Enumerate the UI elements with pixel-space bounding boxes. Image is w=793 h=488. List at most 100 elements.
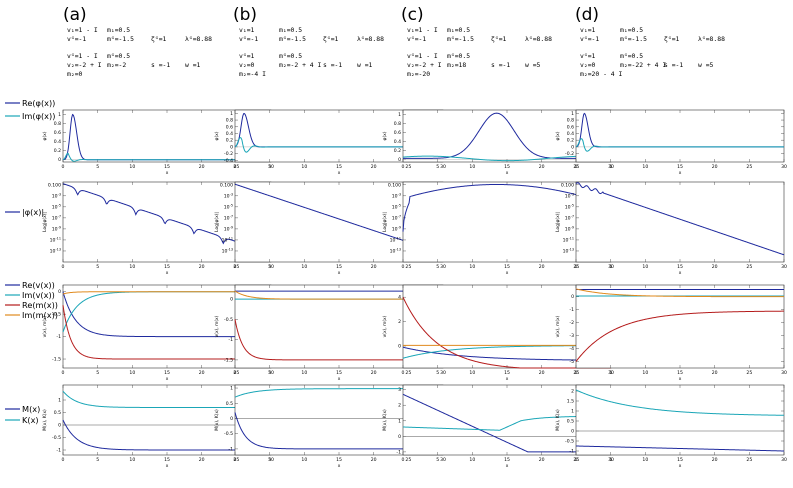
x-tick-label: 10 xyxy=(129,164,135,170)
x-tick-label: 5 xyxy=(268,264,271,270)
y-tick-label: -1 xyxy=(569,449,574,455)
x-tick-label: 0 xyxy=(402,164,405,170)
x-tick-label: 0 xyxy=(62,264,65,270)
parameter-label: v₂=0 xyxy=(580,61,596,69)
x-tick-label: 20 xyxy=(199,457,205,463)
y-tick-label: 10-9 xyxy=(565,225,574,232)
x-tick-label: 5 xyxy=(268,457,271,463)
legend-entry: Im(m(x)) xyxy=(22,310,58,320)
x-tick-label: 10 xyxy=(642,264,648,270)
parameter-label: ζᴳ=1 xyxy=(491,35,507,43)
y-tick-label: -1 xyxy=(228,337,233,343)
x-tick-label: 30 xyxy=(440,164,446,170)
x-tick-label: 25 xyxy=(573,370,579,376)
y-tick-label: -1 xyxy=(569,307,574,313)
y-tick-label: 0 xyxy=(571,294,574,300)
series-line xyxy=(575,389,785,416)
y-tick-label: 0.4 xyxy=(567,131,574,137)
x-tick-label: 0 xyxy=(234,370,237,376)
y-tick-label: 0.8 xyxy=(54,121,61,127)
series-line xyxy=(575,288,784,298)
x-tick-label: 25 xyxy=(746,164,752,170)
plot-frame xyxy=(575,109,785,163)
x-tick-label: 30 xyxy=(608,457,614,463)
x-tick-label: 25 xyxy=(233,264,239,270)
y-tick-label: 0 xyxy=(398,344,401,350)
y-tick-label: 2 xyxy=(398,403,401,409)
y-tick-label: 0.6 xyxy=(54,130,61,136)
x-tick-label: 20 xyxy=(371,164,377,170)
parameter-label: ζᴳ=1 xyxy=(151,35,167,43)
legend-entry: Im(φ(x)) xyxy=(22,111,55,121)
y-tick-label: 0 xyxy=(398,434,401,440)
x-tick-label: 10 xyxy=(129,264,135,270)
y-tick-label: 1 xyxy=(571,409,574,415)
parameter-label: v₁=1 - I xyxy=(407,26,438,34)
parameter-label: m₂=-2 xyxy=(107,61,126,69)
x-tick-label: 15 xyxy=(677,164,683,170)
x-tick-label: 20 xyxy=(539,457,545,463)
parameter-label: m₁=0.5 xyxy=(447,26,470,34)
x-tick-label: 20 xyxy=(712,264,718,270)
x-tick-label: 15 xyxy=(164,164,170,170)
series-line xyxy=(575,445,785,452)
y-axis-label: φ(x) xyxy=(214,131,220,140)
x-tick-label: 15 xyxy=(504,370,510,376)
y-tick-label: 10-5 xyxy=(392,203,401,210)
x-tick-label: 25 xyxy=(233,457,239,463)
x-tick-label: 0 xyxy=(402,264,405,270)
parameter-label: λᴳ=8.88 xyxy=(357,35,384,43)
x-tick-label: 5 xyxy=(609,164,612,170)
legend-entry: Re(m(x)) xyxy=(22,300,58,310)
y-axis-label: Log|φ(x)| xyxy=(42,212,48,232)
x-tick-label: 5 xyxy=(436,264,439,270)
y-tick-label: 0 xyxy=(58,289,61,295)
y-tick-label: 10-11 xyxy=(390,236,401,243)
x-tick-label: 20 xyxy=(371,457,377,463)
y-tick-label: -1 xyxy=(56,448,61,454)
parameter-label: vᴳ=-1 xyxy=(239,35,258,43)
parameter-label: m₂=-20 xyxy=(407,70,430,78)
x-tick-label: 10 xyxy=(301,457,307,463)
y-tick-label: 0.8 xyxy=(226,118,233,124)
x-axis-label: x xyxy=(506,377,509,382)
x-tick-label: 30 xyxy=(440,264,446,270)
y-tick-label: 0 xyxy=(58,423,61,429)
x-axis-label: x xyxy=(338,377,341,382)
x-tick-label: 20 xyxy=(199,370,205,376)
parameter-label: s =-1 xyxy=(323,61,342,69)
y-tick-label: 0.100 xyxy=(561,182,574,188)
y-tick-label: 10-5 xyxy=(224,203,233,210)
x-axis-label: x xyxy=(679,171,682,176)
x-tick-label: 30 xyxy=(608,370,614,376)
y-tick-label: 0.6 xyxy=(394,130,401,136)
y-tick-label: 1 xyxy=(571,111,574,117)
parameter-label: v₁=1 xyxy=(580,26,596,34)
x-tick-label: 20 xyxy=(539,164,545,170)
y-tick-label: 0.100 xyxy=(388,182,401,188)
x-tick-label: 0 xyxy=(575,164,578,170)
parameter-label: m₂=-22 + 4 I xyxy=(620,61,666,69)
y-tick-label: 10-3 xyxy=(392,192,401,199)
y-tick-label: 2 xyxy=(398,319,401,325)
y-tick-label: 10-3 xyxy=(565,192,574,199)
panel-label: (b) xyxy=(233,5,257,25)
parameter-label: λᴳ=8.88 xyxy=(525,35,552,43)
x-tick-label: 10 xyxy=(129,370,135,376)
y-tick-label: 0.100 xyxy=(48,182,61,188)
y-tick-label: 10-7 xyxy=(52,214,61,221)
y-tick-label: 0.100 xyxy=(220,182,233,188)
x-tick-label: 5 xyxy=(96,264,99,270)
parameter-label: v₁=1 - I xyxy=(67,26,98,34)
parameter-label: m₂=-2 + 4 I xyxy=(279,61,321,69)
y-tick-label: 10-7 xyxy=(565,214,574,221)
x-tick-label: 20 xyxy=(371,370,377,376)
parameter-label: s =-1 xyxy=(151,61,170,69)
x-tick-label: 15 xyxy=(164,457,170,463)
parameter-label: v₁=1 xyxy=(239,26,255,34)
x-tick-label: 5 xyxy=(609,457,612,463)
x-tick-label: 15 xyxy=(336,457,342,463)
x-tick-label: 10 xyxy=(129,457,135,463)
y-tick-label: -0.5 xyxy=(52,435,61,441)
